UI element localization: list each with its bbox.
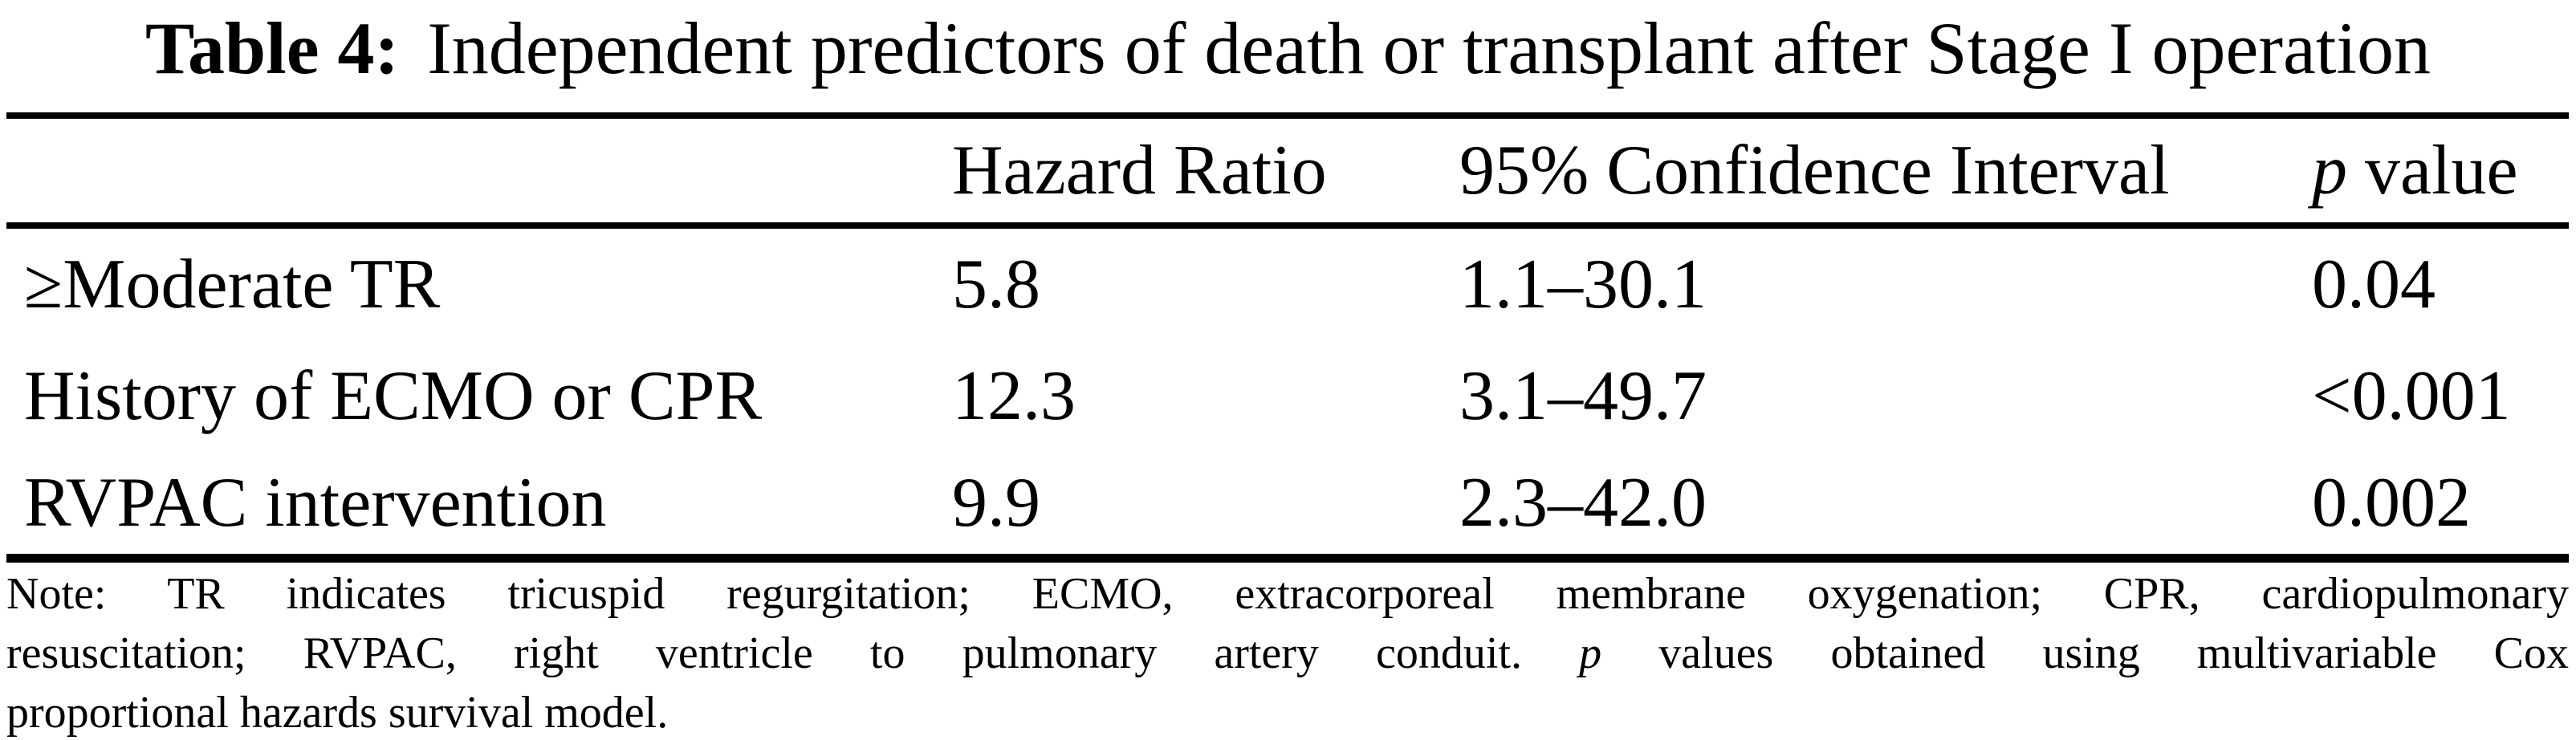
cell-confidence-interval: 1.1–30.1 [1459,245,1707,323]
table-header-row: Hazard Ratio 95% Confidence Interval p v… [6,119,2569,229]
note-line-2-after: values obtained using multivariable Cox [1601,628,2569,678]
cell-p-value: <0.001 [2312,356,2511,435]
col-header-p-value: p value [2312,130,2569,211]
cell-confidence-interval: 3.1–49.7 [1459,356,1707,435]
table-title-label: Table 4: [145,7,400,89]
note-line-3: proportional hazards survival model. [6,688,669,738]
table-title-text: Independent predictors of death or trans… [427,7,2431,89]
cell-hazard-ratio: 5.8 [952,245,1040,323]
col-header-hazard-ratio: Hazard Ratio [952,132,1327,209]
p-value-header-rest: value [2347,132,2518,209]
cell-predictor: RVPAC intervention [24,464,607,542]
cell-hazard-ratio: 12.3 [952,356,1076,435]
note-line-2-before: resuscitation; RVPAC, right ventricle to… [6,628,1580,678]
table-row: RVPAC intervention 9.9 2.3–42.0 0.002 [6,452,2569,554]
cell-p-value: 0.002 [2312,464,2471,542]
table-note: Note: TR indicates tricuspid regurgitati… [6,564,2569,740]
col-header-confidence-interval: 95% Confidence Interval [1459,132,2170,209]
cell-predictor: History of ECMO or CPR [24,356,763,435]
cell-predictor: ≥Moderate TR [24,245,441,323]
cell-p-value: 0.04 [2312,245,2436,323]
note-line-1: Note: TR indicates tricuspid regurgitati… [6,569,2569,619]
table-title: Table 4: Independent predictors of death … [0,0,2576,112]
note-line-2: resuscitation; RVPAC, right ventricle to… [6,624,2569,683]
table-row: ≥Moderate TR 5.8 1.1–30.1 0.04 [6,229,2569,340]
cell-confidence-interval: 2.3–42.0 [1459,464,1707,542]
predictors-table: Hazard Ratio 95% Confidence Interval p v… [6,112,2569,563]
p-value-header-italic-p: p [2312,132,2347,209]
table-row: History of ECMO or CPR 12.3 3.1–49.7 <0.… [6,340,2569,452]
note-italic-p: p [1579,628,1602,678]
cell-hazard-ratio: 9.9 [952,464,1040,542]
